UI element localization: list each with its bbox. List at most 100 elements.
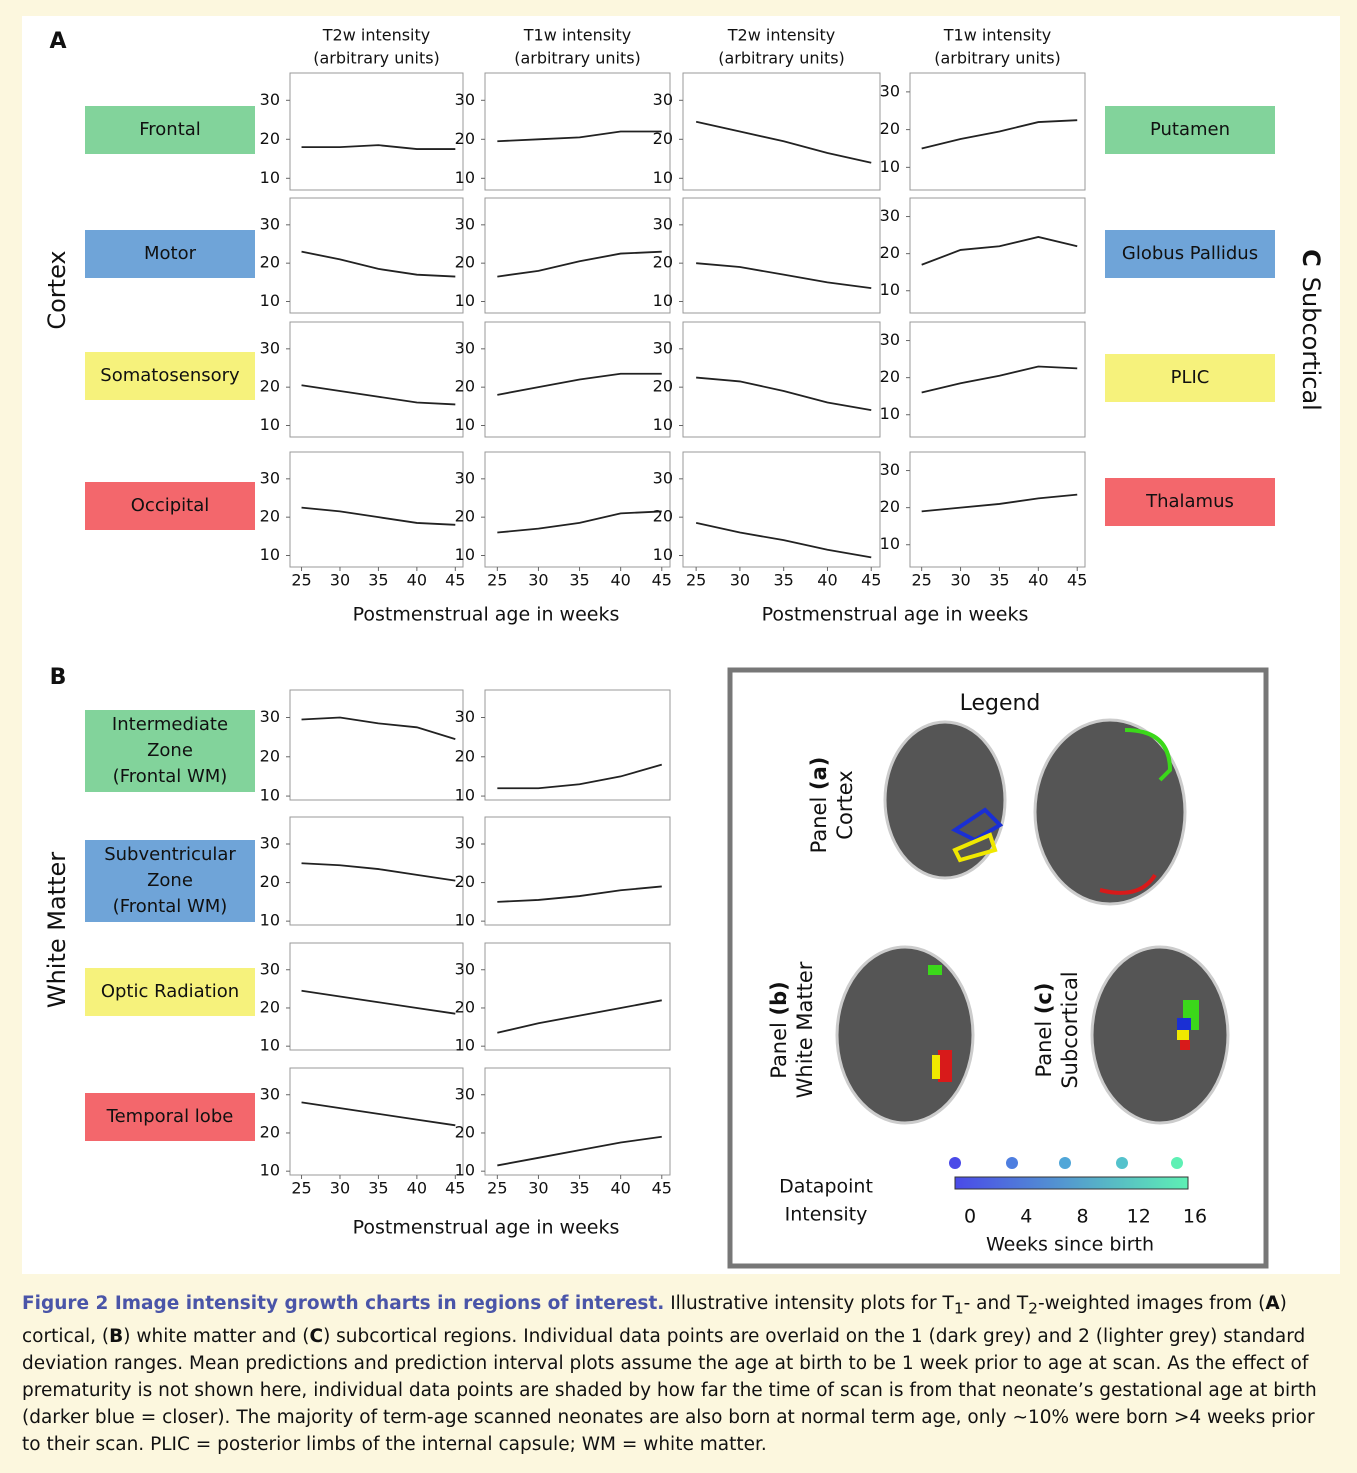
label: Subcortical: [1297, 277, 1325, 411]
label: Zone: [147, 740, 193, 761]
y-tick-label: 10: [260, 786, 280, 805]
x-tick-label: 30: [730, 571, 750, 590]
plot-frame: [290, 73, 463, 190]
y-tick-label: 20: [455, 507, 475, 526]
x-tick-label: 45: [445, 1179, 465, 1198]
y-tick-label: 20: [653, 377, 673, 396]
label: (a): [807, 757, 831, 790]
y-tick-label: 30: [260, 214, 280, 233]
label: Postmenstrual age in weeks: [353, 604, 620, 626]
x-tick-label: 30: [528, 1179, 548, 1198]
plot-frame: [485, 1068, 670, 1175]
x-tick-label: 30: [330, 571, 350, 590]
label: 0: [964, 1206, 976, 1228]
y-tick-label: 30: [880, 81, 900, 100]
y-tick-label: 20: [260, 997, 280, 1016]
y-tick-label: 10: [260, 545, 280, 564]
x-tick-label: 35: [989, 571, 1009, 590]
label: Subcortical: [1058, 971, 1082, 1088]
caption-text: -weighted images from (: [1038, 1293, 1265, 1314]
label: 8: [1076, 1206, 1088, 1228]
label: Legend: [960, 691, 1041, 716]
label: Occipital: [131, 495, 209, 516]
y-tick-label: 30: [455, 834, 475, 853]
y-tick-label: 20: [455, 129, 475, 148]
plot-frame: [485, 690, 670, 800]
label: Cortex: [43, 250, 71, 329]
y-tick-label: 30: [260, 90, 280, 109]
plot-frame: [683, 73, 880, 190]
y-tick-label: 10: [880, 280, 900, 299]
plot-frame: [683, 452, 880, 567]
y-tick-label: 20: [260, 872, 280, 891]
label: C: [1297, 249, 1325, 267]
caption-title: Figure 2 Image intensity growth charts i…: [22, 1293, 664, 1314]
caption-text: 1: [954, 1300, 964, 1318]
y-tick-label: 30: [260, 338, 280, 357]
y-tick-label: 20: [455, 1122, 475, 1141]
y-tick-label: 10: [880, 157, 900, 176]
label: A: [49, 29, 66, 54]
y-tick-label: 10: [260, 1161, 280, 1180]
x-tick-label: 30: [528, 571, 548, 590]
legend-panel-label: Panel (c): [1032, 983, 1056, 1078]
label: Somatosensory: [100, 365, 240, 386]
x-tick-label: 25: [686, 571, 706, 590]
x-tick-label: 35: [569, 571, 589, 590]
y-tick-label: 30: [653, 90, 673, 109]
y-tick-label: 10: [455, 415, 475, 434]
y-tick-label: 30: [880, 460, 900, 479]
y-tick-label: 10: [653, 291, 673, 310]
caption: Figure 2 Image intensity growth charts i…: [22, 1290, 1337, 1458]
label: Temporal lobe: [106, 1106, 234, 1127]
x-tick-label: 40: [1028, 571, 1048, 590]
label: (arbitrary units): [313, 49, 440, 68]
caption-text: C: [309, 1326, 323, 1347]
caption-text: 2: [1028, 1300, 1038, 1318]
y-tick-label: 30: [455, 214, 475, 233]
x-tick-label: 45: [861, 571, 881, 590]
y-tick-label: 10: [260, 168, 280, 187]
label: Thalamus: [1145, 491, 1234, 512]
x-tick-label: 40: [610, 1179, 630, 1198]
label: Zone: [147, 870, 193, 891]
y-tick-label: 20: [455, 377, 475, 396]
plot-frame: [290, 690, 463, 800]
label: Cortex: [833, 770, 857, 839]
label: T1w intensity: [943, 26, 1052, 45]
y-tick-label: 10: [653, 168, 673, 187]
y-tick-label: 10: [653, 545, 673, 564]
plot-frame: [290, 943, 463, 1050]
x-tick-label: 30: [330, 1179, 350, 1198]
y-tick-label: 10: [455, 911, 475, 930]
y-tick-label: 20: [260, 377, 280, 396]
label: Motor: [144, 243, 197, 264]
caption-text: A: [1265, 1293, 1279, 1314]
y-tick-label: 10: [455, 291, 475, 310]
legend-panel-label: Panel (b): [767, 981, 791, 1079]
caption-text: Illustrative intensity plots for T: [670, 1293, 954, 1314]
y-tick-label: 30: [455, 90, 475, 109]
plot-frame: [910, 198, 1085, 313]
label: B: [50, 665, 67, 690]
y-tick-label: 10: [653, 415, 673, 434]
y-tick-label: 30: [880, 206, 900, 225]
caption-text: B: [109, 1326, 123, 1347]
x-tick-label: 25: [487, 571, 507, 590]
plot-frame: [290, 1068, 463, 1175]
label: Subventricular: [104, 844, 236, 865]
caption-text: - and T: [964, 1293, 1029, 1314]
y-tick-label: 30: [260, 707, 280, 726]
label: White Matter: [43, 852, 71, 1008]
label: Panel: [1032, 1014, 1056, 1077]
x-tick-label: 40: [817, 571, 837, 590]
y-tick-label: 30: [653, 214, 673, 233]
figure: ABT2w intensity(arbitrary units)T1w inte…: [0, 0, 1357, 1280]
y-tick-label: 20: [880, 497, 900, 516]
x-tick-label: 25: [487, 1179, 507, 1198]
x-tick-label: 35: [368, 571, 388, 590]
y-tick-label: 30: [653, 338, 673, 357]
label: White Matter: [793, 961, 817, 1098]
plot-frame: [683, 198, 880, 313]
plot-frame: [290, 198, 463, 313]
